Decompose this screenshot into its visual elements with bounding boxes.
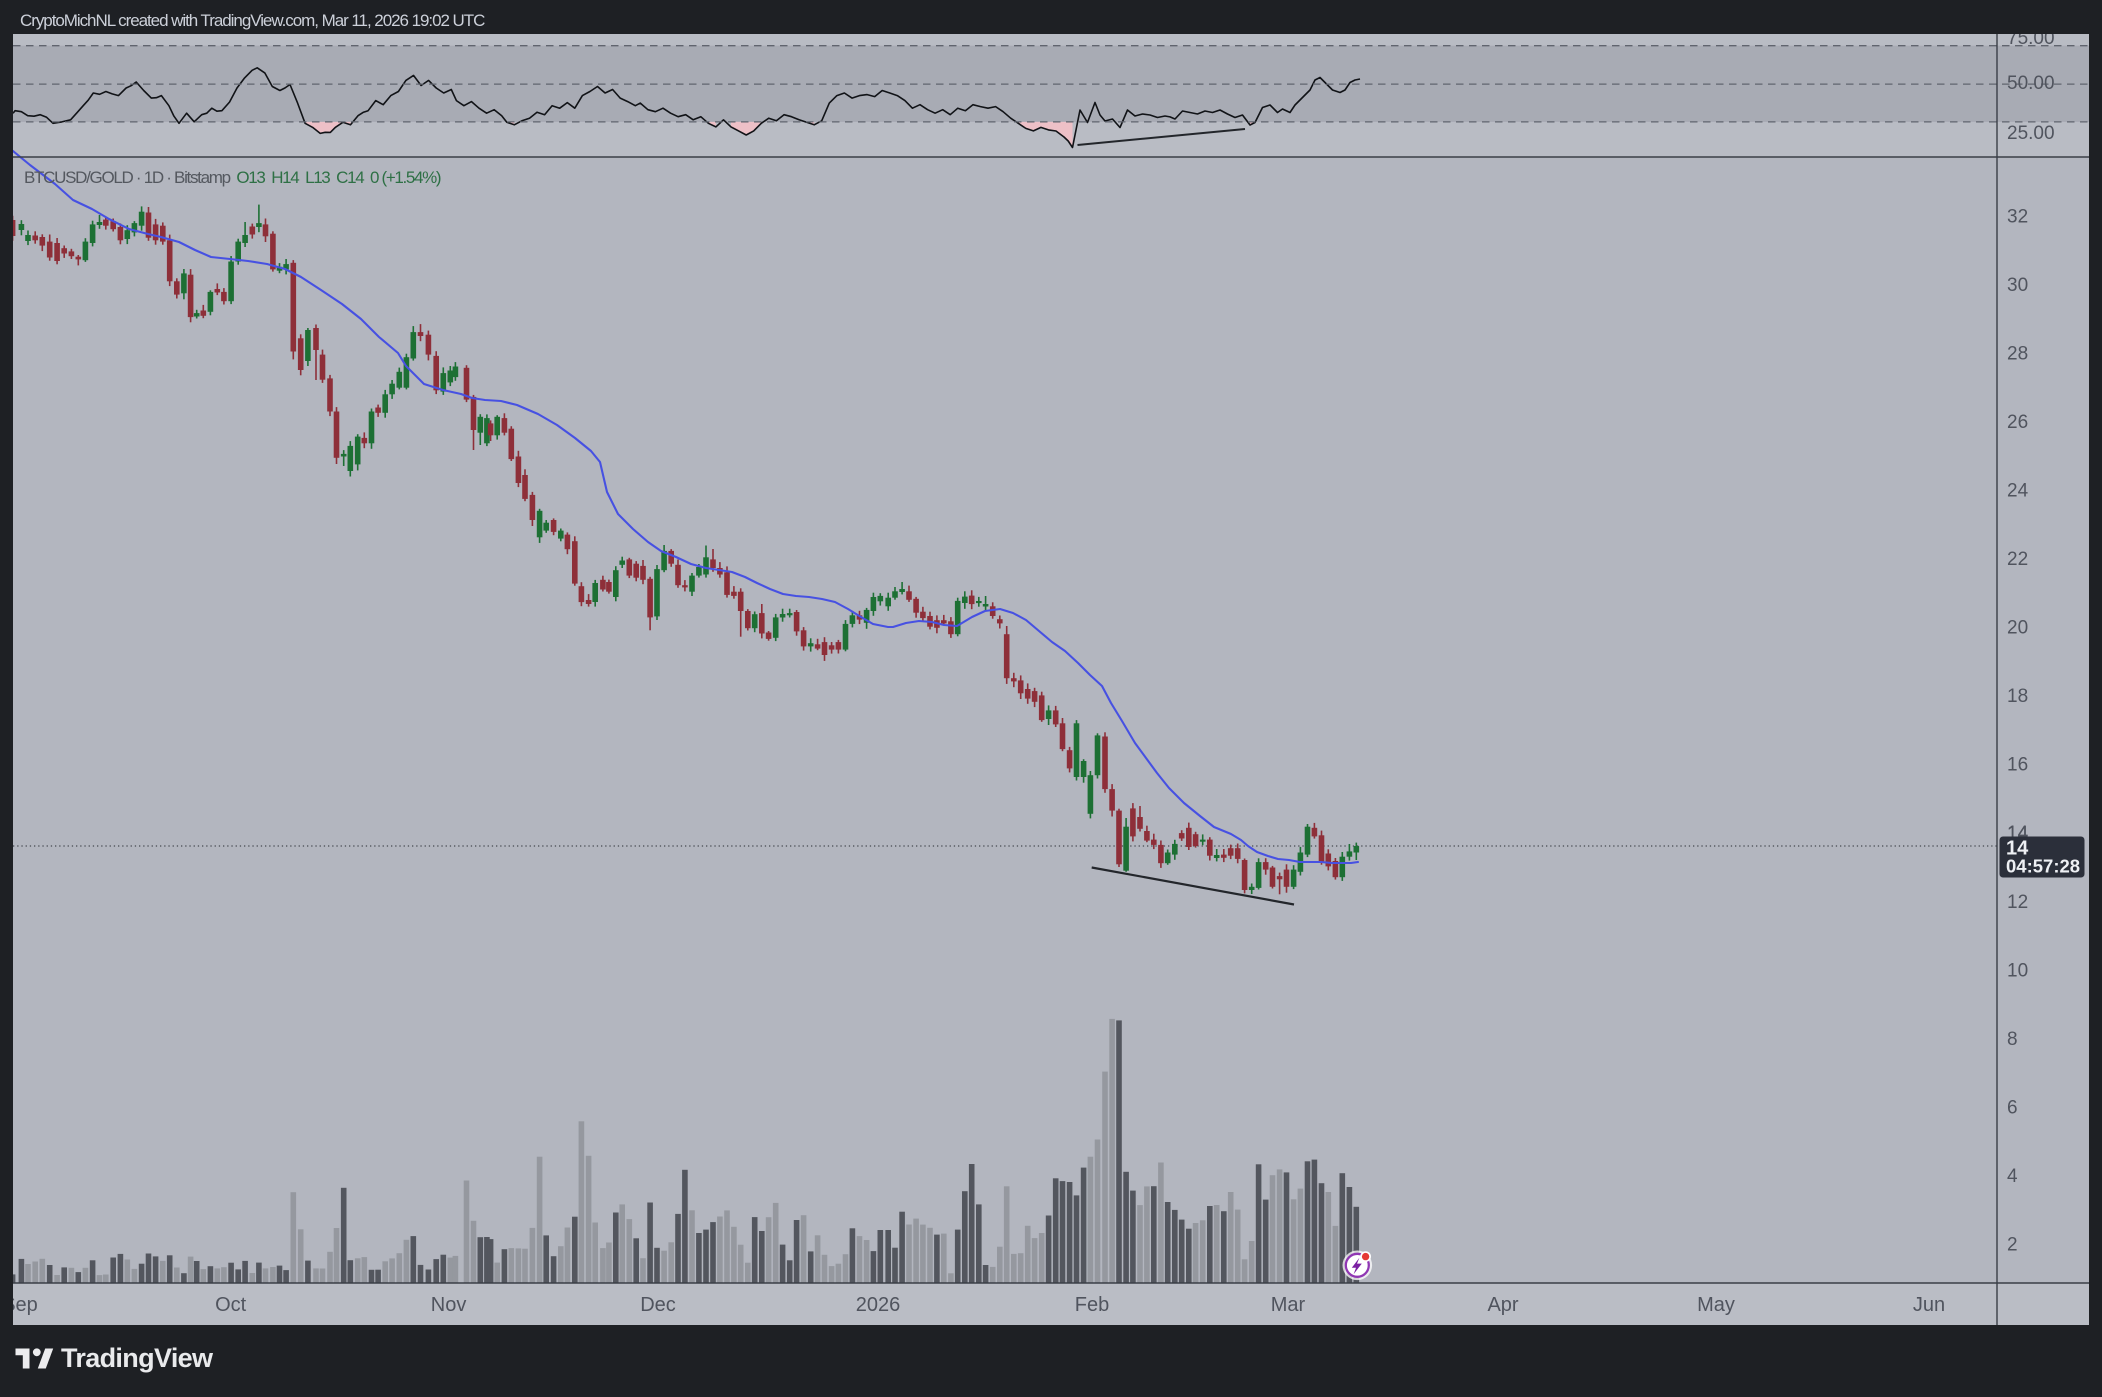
svg-text:16: 16 [2007, 755, 2028, 776]
svg-text:4: 4 [2007, 1166, 2018, 1187]
svg-text:30: 30 [2007, 275, 2028, 296]
svg-text:14: 14 [2006, 838, 2029, 860]
svg-text:May: May [1697, 1294, 1735, 1316]
svg-text:BTCUSD/GOLD · 1D · Bitstamp: BTCUSD/GOLD · 1D · Bitstamp [24, 168, 231, 187]
svg-text:Feb: Feb [1075, 1294, 1109, 1316]
svg-text:CryptoMichNL created with Trad: CryptoMichNL created with TradingView.co… [20, 11, 485, 30]
svg-text:20: 20 [2007, 618, 2028, 639]
svg-text:2026: 2026 [856, 1294, 901, 1316]
svg-text:12: 12 [2007, 892, 2028, 913]
svg-text:8: 8 [2007, 1029, 2018, 1050]
svg-text:TradingView: TradingView [61, 1343, 214, 1373]
svg-text:Jun: Jun [1913, 1294, 1945, 1316]
svg-text:22: 22 [2007, 549, 2028, 570]
svg-text:O13 H14 L13 C14 0 (+1.54%): O13 H14 L13 C14 0 (+1.54%) [236, 168, 440, 187]
svg-text:32: 32 [2007, 206, 2028, 227]
svg-text:Apr: Apr [1487, 1294, 1518, 1316]
svg-text:50.00: 50.00 [2007, 73, 2055, 94]
svg-text:24: 24 [2007, 481, 2029, 502]
svg-text:6: 6 [2007, 1097, 2018, 1118]
svg-text:Mar: Mar [1271, 1294, 1306, 1316]
svg-text:Nov: Nov [431, 1294, 467, 1316]
svg-text:Oct: Oct [215, 1294, 247, 1316]
svg-text:2: 2 [2007, 1235, 2018, 1256]
svg-text:Dec: Dec [640, 1294, 676, 1316]
svg-text:18: 18 [2007, 686, 2028, 707]
svg-text:26: 26 [2007, 412, 2028, 433]
svg-text:04:57:28: 04:57:28 [2006, 856, 2080, 877]
svg-text:10: 10 [2007, 960, 2028, 981]
svg-text:25.00: 25.00 [2007, 123, 2055, 144]
svg-text:28: 28 [2007, 344, 2028, 365]
